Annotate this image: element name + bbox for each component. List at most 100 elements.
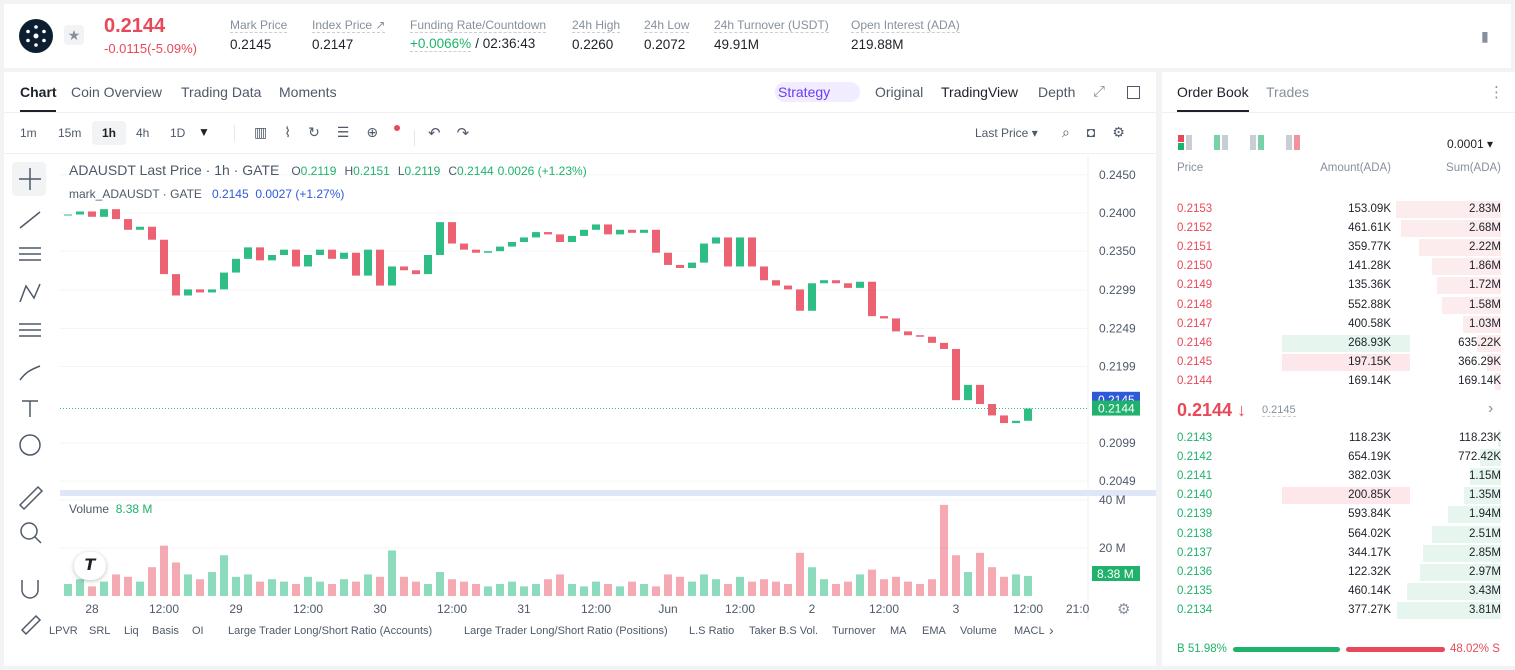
volume-bar — [616, 586, 624, 596]
x-tick-label: 12:00 — [149, 602, 179, 616]
chart-tab[interactable]: Coin Overview — [71, 84, 163, 100]
book-tab[interactable]: Order Book — [1177, 84, 1249, 100]
indicator[interactable]: Turnover — [832, 625, 876, 637]
interval[interactable]: 15m — [58, 126, 82, 140]
volume-bar — [760, 579, 768, 596]
volume-bar — [772, 581, 780, 596]
indicator[interactable]: Large Trader Long/Short Ratio (Accounts) — [228, 625, 433, 637]
chart-panel — [4, 72, 1156, 666]
menu-icon[interactable]: ▮ — [1481, 28, 1489, 44]
book-row: 0.2148 552.88K 1.58M — [1162, 296, 1515, 315]
settings-icon[interactable]: ⚙ — [1117, 601, 1131, 618]
depth-bar — [1448, 506, 1501, 524]
volume-bar — [292, 584, 300, 596]
undo-redo[interactable]: ↶↷ — [428, 125, 486, 142]
interval[interactable]: 1h — [102, 126, 117, 140]
interval[interactable]: 4h — [136, 126, 150, 140]
mid-mark: 0.2145 — [1262, 404, 1296, 417]
indicator[interactable]: Liq — [124, 625, 139, 637]
indicator[interactable]: SRL — [89, 625, 111, 637]
book-column: Sum(ADA) — [1446, 162, 1501, 174]
candle — [868, 281, 876, 317]
indicator[interactable]: Volume — [960, 625, 997, 637]
volume-bar — [736, 576, 744, 596]
book-sum: 366.29K — [1458, 355, 1501, 368]
view-tab[interactable]: Original — [875, 84, 924, 100]
book-price: 0.2139 — [1177, 508, 1213, 521]
volume-bar — [988, 567, 996, 596]
expand[interactable]: › — [1488, 400, 1494, 417]
indicator[interactable]: EMA — [922, 625, 946, 637]
drawing-tools[interactable] — [12, 160, 48, 640]
volume-bar — [784, 584, 792, 596]
indicator-next[interactable]: › — [1049, 622, 1054, 638]
view-tab[interactable]: TradingView — [941, 84, 1019, 100]
tool-icons[interactable]: ⌕◘⚙ — [1062, 124, 1142, 140]
candle — [448, 222, 456, 244]
favorite-star[interactable]: ★ — [64, 25, 84, 45]
book-view-icons[interactable] — [1178, 135, 1308, 151]
interval[interactable]: 1D — [170, 126, 186, 140]
book-sum: 1.58M — [1469, 298, 1501, 311]
toolbar-icons[interactable]: ▥⌇↻☰⊕ — [254, 124, 396, 140]
chart-tab[interactable]: Moments — [279, 84, 337, 100]
indicator[interactable]: Large Trader Long/Short Ratio (Positions… — [464, 625, 668, 637]
candle — [1024, 408, 1032, 421]
book-row: 0.2142 654.19K 772.42K — [1162, 448, 1515, 467]
volume-bar — [652, 586, 660, 596]
indicator[interactable]: Basis — [152, 625, 179, 637]
chart-tab[interactable]: Trading Data — [181, 84, 262, 100]
indicator[interactable]: OI — [192, 625, 204, 637]
volume-bar — [268, 579, 276, 596]
book-row: 0.2144 169.14K 169.14K — [1162, 372, 1515, 391]
y-tick-label: 0.2299 — [1099, 283, 1136, 297]
candle — [244, 247, 252, 259]
strategy-pill[interactable] — [775, 82, 860, 102]
candle — [592, 224, 600, 230]
indicator[interactable]: LPVR — [49, 625, 78, 637]
buy-ratio: B 51.98% — [1177, 643, 1227, 655]
indicator[interactable]: MACL — [1014, 625, 1045, 637]
candle — [328, 249, 336, 259]
candle — [556, 234, 564, 243]
interval-dropdown[interactable]: ▼ — [198, 125, 210, 139]
window-icon[interactable] — [1127, 86, 1140, 99]
indicator[interactable]: Taker B.S Vol. — [749, 625, 819, 637]
fullscreen-icon[interactable]: ⤢ — [1093, 83, 1106, 100]
book-sum: 2.68M — [1469, 222, 1501, 235]
depth-bar — [1498, 430, 1501, 447]
book-sum: 169.14K — [1458, 374, 1501, 387]
volume-legend: Volume 8.38 M — [69, 502, 152, 516]
precision[interactable]: 0.0001 ▾ — [1447, 137, 1494, 151]
candle — [496, 246, 504, 252]
candle — [580, 229, 588, 236]
book-tab[interactable]: Trades — [1266, 84, 1310, 100]
more-icon[interactable]: ⋮ — [1489, 84, 1504, 101]
volume-bar — [580, 586, 588, 596]
candle — [856, 281, 864, 288]
buy-bar — [1233, 647, 1341, 652]
book-sum: 772.42K — [1458, 451, 1501, 464]
view-tab[interactable]: Strategy — [778, 84, 831, 100]
candle — [88, 211, 96, 217]
volume-bar — [1000, 576, 1008, 596]
interval[interactable]: 1m — [20, 126, 37, 140]
book-price: 0.2142 — [1177, 451, 1213, 464]
view-tab[interactable]: Depth — [1038, 84, 1076, 100]
depth-bar — [1423, 544, 1501, 562]
book-row: 0.2136 122.32K 2.97M — [1162, 563, 1515, 582]
chart-tab[interactable]: Chart — [20, 84, 57, 100]
candle — [832, 280, 840, 284]
book-column: Amount(ADA) — [1320, 162, 1391, 174]
indicator[interactable]: L.S Ratio — [689, 625, 735, 637]
candle — [484, 251, 492, 253]
volume-bar — [124, 576, 132, 596]
stat-value: 0.2072 — [644, 37, 686, 52]
price-type[interactable]: Last Price ▾ — [975, 126, 1038, 140]
candle — [916, 335, 924, 337]
indicator[interactable]: MA — [890, 625, 907, 637]
candle — [340, 252, 348, 259]
x-tick-label: 31 — [517, 602, 531, 616]
volume-bar — [952, 555, 960, 596]
candle — [676, 264, 684, 268]
